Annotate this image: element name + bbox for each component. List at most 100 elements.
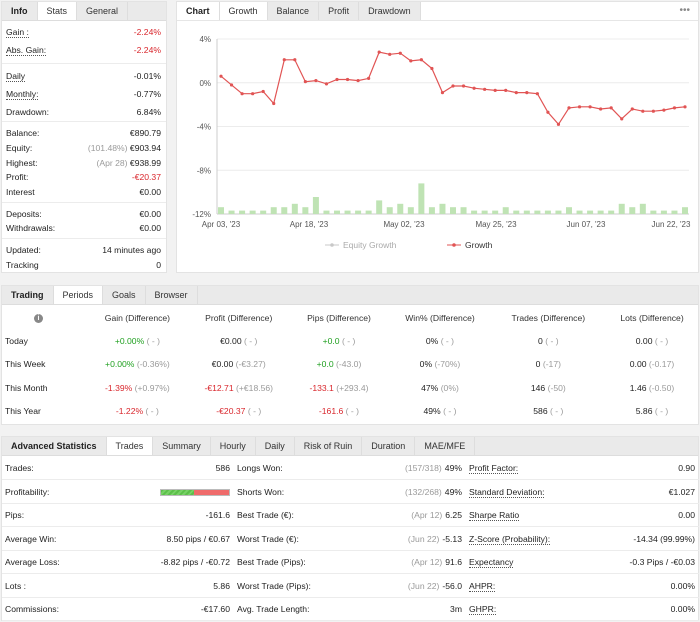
stat-label-cell: AHPR:: [466, 580, 671, 592]
stat-label[interactable]: Sharpe Ratio: [469, 510, 520, 521]
growth-point[interactable]: [377, 50, 381, 54]
period-cell: -€20.37 ( - ): [187, 400, 291, 424]
growth-point[interactable]: [546, 110, 550, 114]
legend-equity-growth[interactable]: Equity Growth: [343, 240, 397, 250]
growth-point[interactable]: [388, 52, 392, 56]
growth-point[interactable]: [409, 59, 413, 63]
growth-point[interactable]: [588, 105, 592, 109]
growth-point[interactable]: [461, 84, 466, 88]
stat-label[interactable]: Z-Score (Probability):: [469, 533, 551, 545]
stat-label[interactable]: Expectancy: [469, 557, 514, 568]
chart-tab-balance[interactable]: Balance: [267, 2, 320, 20]
growth-point[interactable]: [609, 106, 613, 110]
growth-point[interactable]: [282, 58, 286, 62]
growth-point[interactable]: [493, 88, 497, 93]
chart-tab-growth[interactable]: Growth: [219, 2, 268, 20]
growth-point[interactable]: [367, 76, 371, 80]
growth-point[interactable]: [356, 78, 360, 83]
info-tab-info[interactable]: Info: [2, 2, 38, 20]
advanced-tab-mae-mfe[interactable]: MAE/MFE: [415, 437, 476, 455]
growth-point[interactable]: [651, 109, 655, 113]
growth-point[interactable]: [535, 92, 539, 96]
info-label[interactable]: Daily: [6, 71, 26, 82]
periods-tab-periods[interactable]: Periods: [53, 286, 104, 304]
advanced-tab-duration[interactable]: Duration: [362, 437, 416, 455]
advanced-tab-summary[interactable]: Summary: [153, 437, 211, 455]
info-icon[interactable]: i: [34, 314, 43, 323]
chart-tab-chart[interactable]: Chart: [177, 2, 220, 20]
stat-label[interactable]: Profit Factor:: [469, 463, 519, 474]
growth-point[interactable]: [483, 87, 487, 91]
period-difference: ( - ): [654, 406, 669, 417]
growth-point[interactable]: [472, 86, 476, 90]
info-row-abs-gain: Abs. Gain: -2.24%: [6, 45, 161, 56]
stat-value: 3m: [450, 604, 462, 614]
growth-point[interactable]: [451, 84, 455, 88]
periods-tab-trading[interactable]: Trading: [2, 286, 54, 304]
info-row-monthly: Monthly: -0.77%: [6, 89, 161, 100]
stat-row-pips: Pips: -161.6: [2, 504, 234, 527]
chart-tab-drawdown[interactable]: Drawdown: [359, 2, 421, 20]
growth-point[interactable]: [577, 105, 582, 109]
periods-panel: Trading Periods Goals Browser i Gain (Differ…: [1, 285, 699, 425]
growth-point[interactable]: [324, 82, 329, 86]
growth-point[interactable]: [272, 101, 276, 106]
info-tab-general[interactable]: General: [77, 2, 129, 20]
stat-value: 0.00%: [670, 604, 695, 614]
stat-label[interactable]: Standard Deviation:: [469, 486, 545, 498]
stat-note: (Jun 22): [407, 533, 440, 544]
info-value: -2.24%: [134, 27, 161, 38]
ellipsis-icon[interactable]: •••: [679, 5, 690, 16]
growth-point[interactable]: [556, 122, 561, 126]
chart-tab-profit[interactable]: Profit: [319, 2, 360, 20]
advanced-tab-daily[interactable]: Daily: [256, 437, 295, 455]
growth-point[interactable]: [630, 107, 634, 111]
stat-value-cell: 0.00: [678, 510, 699, 520]
info-tab-stats[interactable]: Stats: [37, 2, 78, 20]
stat-label-cell: Sharpe Ratio: [466, 510, 678, 521]
advanced-tab-risk-of-ruin[interactable]: Risk of Ruin: [295, 437, 363, 455]
growth-point[interactable]: [219, 74, 223, 78]
profitability-win-fill: [161, 489, 195, 495]
growth-point[interactable]: [662, 108, 666, 112]
info-value-text: -0.77%: [133, 89, 161, 99]
period-cell: 0 (-17): [493, 353, 604, 377]
period-cell: 49% ( - ): [387, 400, 492, 424]
info-row-daily: Daily -0.01%: [6, 71, 161, 82]
growth-point[interactable]: [261, 89, 265, 94]
growth-point[interactable]: [525, 90, 529, 95]
periods-tab-browser[interactable]: Browser: [146, 286, 198, 304]
growth-point[interactable]: [303, 80, 307, 84]
stat-label[interactable]: GHPR:: [469, 604, 497, 615]
growth-point[interactable]: [683, 105, 687, 109]
growth-point[interactable]: [672, 106, 677, 110]
growth-point[interactable]: [229, 83, 234, 87]
growth-point[interactable]: [251, 92, 255, 96]
growth-point[interactable]: [419, 58, 423, 62]
growth-point[interactable]: [335, 77, 339, 82]
advanced-tab-trades[interactable]: Trades: [106, 437, 154, 455]
info-label[interactable]: Abs. Gain:: [6, 45, 47, 56]
advanced-tab-advanced-statistics[interactable]: Advanced Statistics: [2, 437, 107, 455]
info-label[interactable]: Gain :: [6, 27, 29, 38]
growth-point[interactable]: [345, 77, 350, 82]
stat-value: 6.25: [445, 510, 462, 520]
growth-point[interactable]: [293, 58, 297, 62]
stat-label[interactable]: AHPR:: [469, 580, 496, 592]
stat-label: Profitability:: [5, 486, 50, 497]
growth-point[interactable]: [599, 107, 603, 111]
periods-tab-goals[interactable]: Goals: [103, 286, 146, 304]
growth-point[interactable]: [514, 90, 518, 95]
legend-growth[interactable]: Growth: [465, 240, 493, 250]
growth-point[interactable]: [398, 51, 402, 55]
advanced-tab-hourly[interactable]: Hourly: [211, 437, 256, 455]
info-label[interactable]: Monthly:: [6, 89, 39, 100]
growth-point[interactable]: [440, 90, 445, 95]
growth-point[interactable]: [620, 117, 624, 121]
growth-point[interactable]: [641, 109, 645, 113]
growth-point[interactable]: [240, 92, 244, 96]
growth-point[interactable]: [567, 106, 571, 110]
growth-point[interactable]: [314, 78, 318, 83]
growth-point[interactable]: [430, 66, 434, 71]
growth-point[interactable]: [504, 88, 508, 93]
